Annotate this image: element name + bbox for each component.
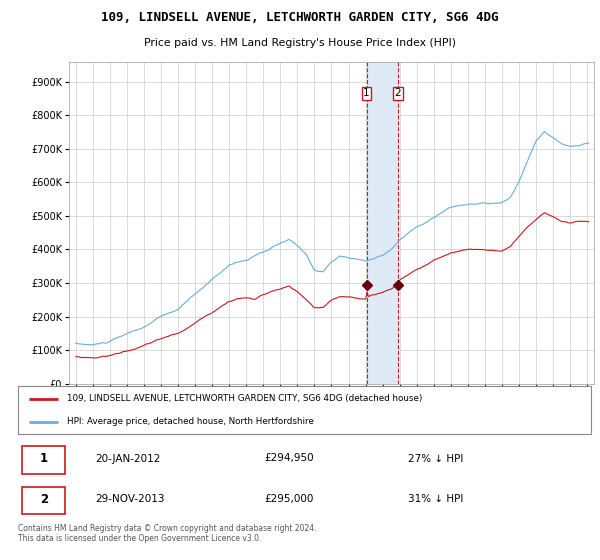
Text: 29-NOV-2013: 29-NOV-2013 <box>95 494 165 505</box>
Text: Contains HM Land Registry data © Crown copyright and database right 2024.
This d: Contains HM Land Registry data © Crown c… <box>18 524 317 543</box>
Bar <box>367 62 398 384</box>
Text: 109, LINDSELL AVENUE, LETCHWORTH GARDEN CITY, SG6 4DG: 109, LINDSELL AVENUE, LETCHWORTH GARDEN … <box>101 11 499 24</box>
Text: 31% ↓ HPI: 31% ↓ HPI <box>407 494 463 505</box>
Text: £295,000: £295,000 <box>265 494 314 505</box>
Text: Price paid vs. HM Land Registry's House Price Index (HPI): Price paid vs. HM Land Registry's House … <box>144 38 456 48</box>
Text: 2: 2 <box>40 493 48 506</box>
Text: £294,950: £294,950 <box>265 454 314 464</box>
Text: 109, LINDSELL AVENUE, LETCHWORTH GARDEN CITY, SG6 4DG (detached house): 109, LINDSELL AVENUE, LETCHWORTH GARDEN … <box>67 394 422 403</box>
Text: 2: 2 <box>395 88 401 99</box>
Text: HPI: Average price, detached house, North Hertfordshire: HPI: Average price, detached house, Nort… <box>67 417 313 426</box>
Text: 1: 1 <box>40 452 48 465</box>
FancyBboxPatch shape <box>22 487 65 515</box>
FancyBboxPatch shape <box>18 386 591 434</box>
Text: 1: 1 <box>363 88 370 99</box>
Text: 20-JAN-2012: 20-JAN-2012 <box>95 454 161 464</box>
FancyBboxPatch shape <box>22 446 65 474</box>
Text: 27% ↓ HPI: 27% ↓ HPI <box>407 454 463 464</box>
